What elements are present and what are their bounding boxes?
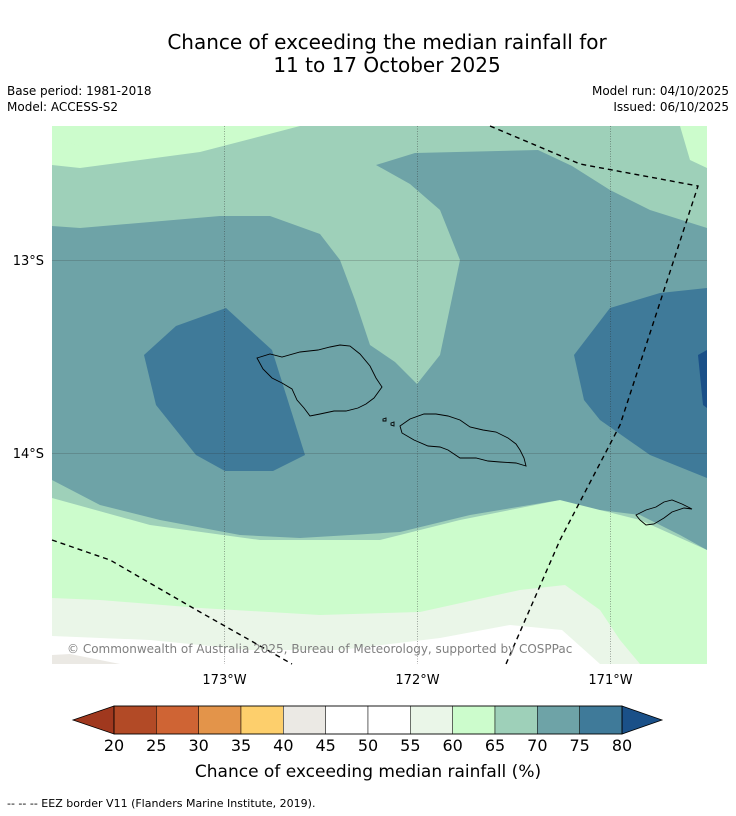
islands xyxy=(256,344,693,526)
lon-label-171w: 171°W xyxy=(588,673,632,688)
lat-label-14s: 14°S xyxy=(13,447,44,462)
rainfall-contours xyxy=(52,126,707,664)
page-title: Chance of exceeding the median rainfall … xyxy=(0,31,736,77)
colorbar-tick-label: 35 xyxy=(230,736,252,755)
apolima-islet xyxy=(390,421,395,427)
savaii-island xyxy=(256,344,383,417)
colorbar-segment xyxy=(113,705,157,735)
colorbar-tick-label: 30 xyxy=(188,736,209,755)
colorbar-segment xyxy=(283,705,326,735)
model-run: Model run: 04/10/2025 xyxy=(591,84,729,98)
colorbar-tick-label: 60 xyxy=(442,736,463,755)
meta-left: Base period: 1981-2018 Model: ACCESS-S2 xyxy=(7,83,152,115)
meta-right: Model run: 04/10/2025 Issued: 06/10/2025 xyxy=(592,83,729,115)
colorbar-tick-label: 65 xyxy=(484,736,506,755)
issued-date: Issued: 06/10/2025 xyxy=(613,100,729,114)
upolu-island xyxy=(399,413,527,467)
eez-footnote: -- -- -- EEZ border V11 (Flanders Marine… xyxy=(7,797,316,810)
gridlines xyxy=(52,126,707,664)
contour-75-80-east xyxy=(574,288,707,478)
colorbar xyxy=(71,705,664,735)
colorbar-tick-label: 70 xyxy=(527,736,548,755)
copyright-notice: © Commonwealth of Australia 2025, Bureau… xyxy=(67,642,572,656)
colorbar-segment xyxy=(410,705,453,735)
colorbar-label: Chance of exceeding median rainfall (%) xyxy=(194,762,542,782)
colorbar-segment xyxy=(156,705,199,735)
title-line-2: 11 to 17 October 2025 xyxy=(273,53,501,77)
base-period: Base period: 1981-2018 xyxy=(7,84,152,98)
colorbar-tick-label: 20 xyxy=(103,736,125,755)
colorbar-segment xyxy=(452,705,496,735)
lat-label-13s: 13°S xyxy=(13,254,44,269)
contour-45-55 xyxy=(52,625,600,664)
colorbar-tick-label: 45 xyxy=(315,736,336,755)
colorbar-tick-label: 40 xyxy=(273,736,294,755)
colorbar-segment xyxy=(579,705,623,735)
contour-40-45 xyxy=(52,654,120,664)
colorbar-segment xyxy=(198,705,242,735)
contour-60-65-topleft xyxy=(52,126,300,146)
colorbar-segment xyxy=(240,705,284,735)
eez-border xyxy=(51,125,699,665)
contour-above-80 xyxy=(698,350,707,408)
colorbar-segment xyxy=(367,705,411,735)
colorbar-low-extend xyxy=(71,705,115,735)
colorbar-segment xyxy=(537,705,580,735)
colorbar-tick-label: 50 xyxy=(357,736,379,755)
lon-label-173w: 173°W xyxy=(202,673,246,688)
colorbar-segment xyxy=(325,705,369,735)
colorbar-tick-label: 25 xyxy=(146,736,167,755)
colorbar-tick-label: 75 xyxy=(569,736,590,755)
colorbar-outline xyxy=(113,705,623,735)
lon-label-172w: 172°W xyxy=(395,673,439,688)
colorbar-segment xyxy=(494,705,538,735)
title-line-1: Chance of exceeding the median rainfall … xyxy=(167,30,607,54)
colorbar-tick-label: 80 xyxy=(611,736,633,755)
model-name: Model: ACCESS-S2 xyxy=(7,100,119,114)
tutuila-island xyxy=(635,499,693,526)
manono-islet xyxy=(382,417,387,422)
colorbar-tick-label: 55 xyxy=(400,736,421,755)
colorbar-high-extend xyxy=(621,705,664,735)
